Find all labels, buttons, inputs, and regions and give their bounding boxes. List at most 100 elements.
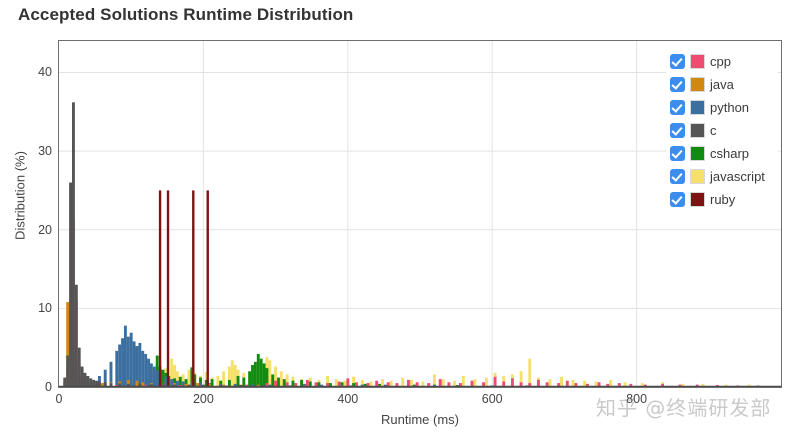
bar [510,378,514,387]
bar [629,383,633,387]
legend-item-c[interactable]: c [670,121,776,140]
bar [126,379,130,387]
bar [473,379,477,387]
bar [210,379,214,387]
y-axis-ticks: 0 10 20 30 40 [0,0,52,440]
y-tick-label: 0 [45,380,52,394]
bar [583,380,587,387]
bar [175,371,179,387]
bar [285,374,289,387]
bar [164,376,168,387]
checkbox-checked-icon[interactable] [670,54,685,69]
bar [548,379,552,387]
bar [181,374,185,387]
bar [528,383,532,387]
bar [138,342,142,387]
bar [155,370,159,387]
legend-item-label: java [710,77,734,92]
bar [149,384,153,387]
bar [256,353,260,387]
bar [268,360,272,387]
bar [184,383,188,387]
bar [375,380,379,387]
bar [170,358,174,387]
legend-item-java[interactable]: java [670,75,776,94]
bar [144,353,148,387]
bar [135,346,139,387]
bar [199,383,202,387]
bar [594,381,598,387]
x-axis-label: Runtime (ms) [380,412,459,427]
bar [360,379,364,387]
bar [259,358,263,387]
bar [187,369,191,387]
bar [149,363,153,387]
legend-item-javascript[interactable]: javascript [670,167,776,186]
bar [121,338,124,387]
bar [97,381,101,387]
bar [204,379,208,387]
legend-item-cpp[interactable]: cpp [670,52,776,71]
bar [152,366,156,387]
checkbox-checked-icon[interactable] [670,123,685,138]
y-tick-label: 30 [38,144,52,159]
bar [166,190,170,387]
bar [141,350,145,387]
legend-color-swatch [690,146,705,161]
legend-color-swatch [690,54,705,69]
bar [502,381,506,387]
bar [115,350,119,387]
bar [262,363,266,387]
legend-color-swatch [690,169,705,184]
checkbox-checked-icon[interactable] [670,146,685,161]
checkbox-checked-icon[interactable] [670,100,685,115]
bar [395,383,399,387]
bar [343,380,347,387]
legend[interactable]: cpp java python c csharp javascript ruby [666,48,778,215]
legend-color-swatch [690,77,705,92]
bar [519,382,523,387]
bar [536,379,540,387]
bar [421,381,425,387]
bar [222,371,226,387]
bar [308,381,312,387]
bar [184,379,188,387]
bar [89,378,93,387]
x-tick-label: 600 [481,392,503,406]
bar [207,383,211,387]
checkbox-checked-icon[interactable] [670,192,685,207]
checkbox-checked-icon[interactable] [670,77,685,92]
bar [103,369,107,387]
bar [640,383,644,387]
bar [352,383,356,387]
bar [279,371,283,387]
bar [432,374,436,387]
bar [681,383,685,387]
legend-item-ruby[interactable]: ruby [670,190,776,209]
bar [447,382,451,387]
watermark: 知乎 @终端研发部 [596,396,772,420]
legend-color-swatch [690,100,705,115]
bar [158,190,162,387]
bar [126,336,130,387]
bar [317,382,321,387]
checkbox-checked-icon[interactable] [670,169,685,184]
legend-item-label: ruby [710,192,736,207]
legend-item-csharp[interactable]: csharp [670,144,776,163]
bar [251,364,254,387]
bar [565,380,569,387]
bar [242,377,246,387]
bar [216,375,220,387]
bar [606,383,610,387]
bar [274,380,278,387]
bar [118,344,122,387]
series-ruby [158,190,209,387]
bar [190,367,194,387]
bar [132,341,136,387]
bar [337,381,341,387]
legend-item-python[interactable]: python [670,98,776,117]
bar [470,380,474,387]
bar [92,379,96,387]
bar [352,376,356,387]
bar [196,383,200,387]
